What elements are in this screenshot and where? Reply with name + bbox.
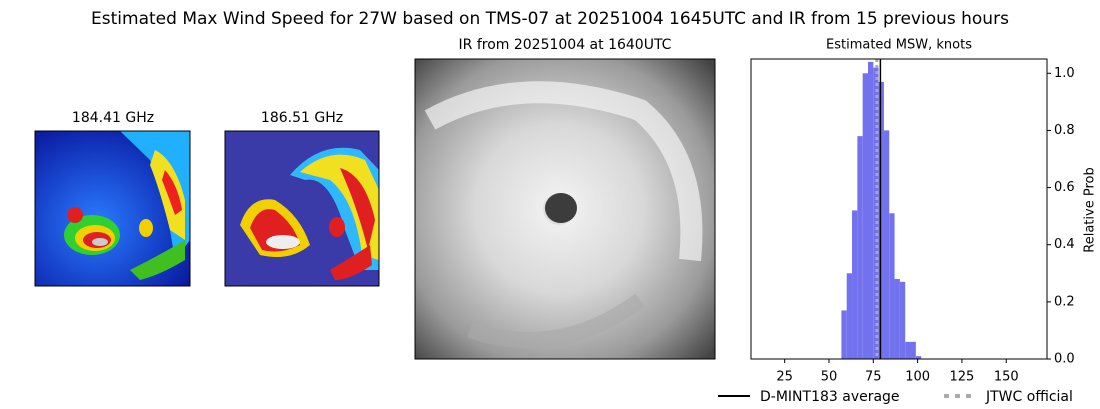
bar <box>857 136 863 359</box>
bar <box>841 310 847 359</box>
y-tick-label: 0.2 <box>1054 294 1075 309</box>
x-tick-label: 125 <box>950 370 975 385</box>
y-tick-label: 0.8 <box>1054 123 1075 138</box>
x-tick-label: 75 <box>865 370 882 385</box>
bar <box>846 273 853 359</box>
microwave-image <box>34 130 191 287</box>
panel-title: 186.51 GHz <box>261 110 343 126</box>
legend: D-MINT183 average JTWC official <box>718 389 1073 405</box>
bar <box>873 67 879 360</box>
panel-title: 184.41 GHz <box>72 110 154 126</box>
legend-label: D-MINT183 average <box>760 389 900 405</box>
histogram: 25 50 75 100 125 150 0.0 0.2 0.4 0.6 0.8 1.0 <box>776 59 1075 385</box>
panel-title: IR from 20251004 at 1640UTC <box>459 37 672 53</box>
bar <box>862 73 868 360</box>
bar <box>852 210 858 359</box>
legend-label: JTWC official <box>985 389 1073 405</box>
bar <box>899 281 906 359</box>
microwave-image <box>224 130 380 287</box>
bar <box>889 213 895 359</box>
ir-image <box>414 58 716 360</box>
x-tick-label: 25 <box>776 370 793 385</box>
y-tick-label: 0.4 <box>1054 237 1075 252</box>
y-axis-label: Relative Prob <box>1083 167 1098 252</box>
bar <box>894 279 900 359</box>
y-tick-label: 0.6 <box>1054 180 1075 195</box>
x-tick-label: 100 <box>905 370 930 385</box>
x-tick-label: 150 <box>994 370 1019 385</box>
bar <box>910 341 916 359</box>
bar <box>883 130 890 359</box>
bar <box>867 61 874 359</box>
bar <box>915 356 922 359</box>
bar <box>878 81 884 359</box>
y-tick-label: 1.0 <box>1054 66 1075 81</box>
chart-title: Estimated MSW, knots <box>826 38 972 53</box>
axes-frame <box>750 58 1048 360</box>
suptitle: Estimated Max Wind Speed for 27W based o… <box>91 9 1009 29</box>
y-tick-label: 0.0 <box>1054 352 1075 367</box>
bar <box>905 341 911 359</box>
x-tick-label: 50 <box>821 370 838 385</box>
